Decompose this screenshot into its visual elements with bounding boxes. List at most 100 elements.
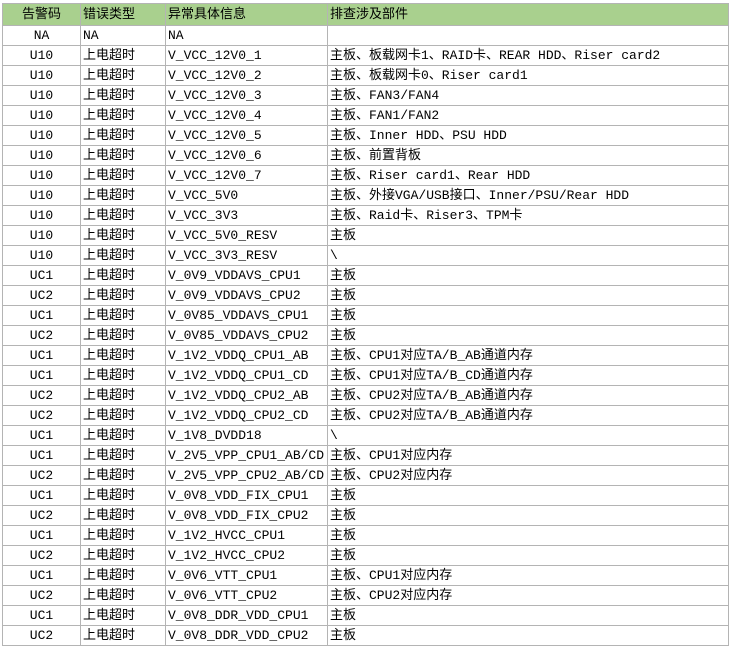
table-cell: UC2 <box>2 465 81 486</box>
table-row: U10 上电超时 V_VCC_5V0 主板、外接VGA/USB接口、Inner/PSU… <box>2 185 729 206</box>
table-row: UC1 上电超时 V_1V2_VDDQ_CPU1_AB 主板、CPU1对应TA/B_A… <box>2 345 729 366</box>
table-cell: UC2 <box>2 325 81 346</box>
table-row: UC1 上电超时 V_2V5_VPP_CPU1_AB/CD 主板、CPU1对应内存 <box>2 445 729 466</box>
table-cell: 上电超时 <box>80 445 166 466</box>
table-cell: UC2 <box>2 405 81 426</box>
table-cell: 主板、CPU1对应TA/B_AB通道内存 <box>327 345 729 366</box>
table-cell: UC2 <box>2 385 81 406</box>
table-cell: UC1 <box>2 605 81 626</box>
table-cell: 上电超时 <box>80 505 166 526</box>
table-cell: 主板、Raid卡、Riser3、TPM卡 <box>327 205 729 226</box>
table-row: UC1 上电超时 V_0V6_VTT_CPU1 主板、CPU1对应内存 <box>2 565 729 586</box>
table-cell: 主板、FAN1/FAN2 <box>327 105 729 126</box>
table-row: U10 上电超时 V_VCC_12V0_2 主板、板载网卡0、Riser card1 <box>2 65 729 86</box>
table-row: UC1 上电超时 V_0V8_VDD_FIX_CPU1 主板 <box>2 485 729 506</box>
table-cell: UC2 <box>2 505 81 526</box>
table-cell: 主板 <box>327 225 729 246</box>
table-cell: V_VCC_12V0_4 <box>165 105 328 126</box>
table-cell: 主板 <box>327 285 729 306</box>
table-cell: V_0V9_VDDAVS_CPU2 <box>165 285 328 306</box>
error-table: 告警码 错误类型 异常具体信息 排查涉及部件 NA NA NA U10 上电超时 V_VCC_1… <box>2 3 729 646</box>
table-cell: 上电超时 <box>80 625 166 646</box>
table-row: UC1 上电超时 V_1V2_HVCC_CPU1 主板 <box>2 525 729 546</box>
table-cell: U10 <box>2 45 81 66</box>
table-row: UC2 上电超时 V_0V8_VDD_FIX_CPU2 主板 <box>2 505 729 526</box>
table-cell: 主板、CPU1对应TA/B_CD通道内存 <box>327 365 729 386</box>
table-cell: UC2 <box>2 585 81 606</box>
table-cell: 上电超时 <box>80 205 166 226</box>
table-cell: 主板 <box>327 525 729 546</box>
table-cell: UC1 <box>2 425 81 446</box>
table-cell: V_0V85_VDDAVS_CPU1 <box>165 305 328 326</box>
table-cell: 上电超时 <box>80 365 166 386</box>
table-cell: 主板、外接VGA/USB接口、Inner/PSU/Rear HDD <box>327 185 729 206</box>
table-cell: 上电超时 <box>80 225 166 246</box>
table-cell: V_1V2_HVCC_CPU1 <box>165 525 328 546</box>
table-cell: 主板 <box>327 625 729 646</box>
header-cell: 告警码 <box>2 3 81 26</box>
table-cell: 上电超时 <box>80 285 166 306</box>
table-cell: V_0V85_VDDAVS_CPU2 <box>165 325 328 346</box>
table-row: UC2 上电超时 V_0V85_VDDAVS_CPU2 主板 <box>2 325 729 346</box>
table-cell: 上电超时 <box>80 405 166 426</box>
table-row: U10 上电超时 V_VCC_12V0_1 主板、板载网卡1、RAID卡、REAR H… <box>2 45 729 66</box>
table-row: UC1 上电超时 V_0V85_VDDAVS_CPU1 主板 <box>2 305 729 326</box>
table-row: U10 上电超时 V_VCC_12V0_6 主板、前置背板 <box>2 145 729 166</box>
table-cell: 上电超时 <box>80 85 166 106</box>
table-row: U10 上电超时 V_VCC_12V0_7 主板、Riser card1、Rear H… <box>2 165 729 186</box>
table-cell: UC2 <box>2 285 81 306</box>
table-cell: UC1 <box>2 305 81 326</box>
table-cell: V_1V8_DVDD18 <box>165 425 328 446</box>
table-cell: 主板 <box>327 325 729 346</box>
table-cell: 上电超时 <box>80 245 166 266</box>
table-cell: UC1 <box>2 265 81 286</box>
table-cell: U10 <box>2 125 81 146</box>
table-cell: 上电超时 <box>80 425 166 446</box>
table-cell: 主板 <box>327 505 729 526</box>
table-cell: V_VCC_12V0_5 <box>165 125 328 146</box>
table-cell: NA <box>80 25 166 46</box>
table-cell: \ <box>327 245 729 266</box>
table-cell: UC2 <box>2 625 81 646</box>
table-cell: 主板、CPU1对应内存 <box>327 445 729 466</box>
table-cell: 主板、前置背板 <box>327 145 729 166</box>
table-row: U10 上电超时 V_VCC_3V3_RESV \ <box>2 245 729 266</box>
table-cell: UC1 <box>2 445 81 466</box>
table-cell: U10 <box>2 245 81 266</box>
table-cell: 上电超时 <box>80 565 166 586</box>
table-cell: V_VCC_3V3_RESV <box>165 245 328 266</box>
table-row: UC1 上电超时 V_1V8_DVDD18 \ <box>2 425 729 446</box>
table-cell: 主板 <box>327 485 729 506</box>
table-row: NA NA NA <box>2 25 729 46</box>
table-cell: 主板 <box>327 265 729 286</box>
header-row: 告警码 错误类型 异常具体信息 排查涉及部件 <box>2 3 729 26</box>
table-cell: V_0V8_DDR_VDD_CPU1 <box>165 605 328 626</box>
table-cell: 上电超时 <box>80 265 166 286</box>
table-row: UC2 上电超时 V_0V9_VDDAVS_CPU2 主板 <box>2 285 729 306</box>
table-cell: 主板 <box>327 605 729 626</box>
table-cell: 主板、FAN3/FAN4 <box>327 85 729 106</box>
table-cell: 主板、CPU2对应TA/B_AB通道内存 <box>327 405 729 426</box>
table-cell: U10 <box>2 205 81 226</box>
table-row: UC2 上电超时 V_1V2_VDDQ_CPU2_CD 主板、CPU2对应TA/B_A… <box>2 405 729 426</box>
header-cell: 错误类型 <box>80 3 166 26</box>
table-cell: 上电超时 <box>80 105 166 126</box>
table-cell: 上电超时 <box>80 345 166 366</box>
table-cell: UC1 <box>2 365 81 386</box>
table-cell: U10 <box>2 225 81 246</box>
table-row: UC2 上电超时 V_0V6_VTT_CPU2 主板、CPU2对应内存 <box>2 585 729 606</box>
table-cell: 上电超时 <box>80 485 166 506</box>
table-cell: 上电超时 <box>80 65 166 86</box>
table-row: UC1 上电超时 V_1V2_VDDQ_CPU1_CD 主板、CPU1对应TA/B_C… <box>2 365 729 386</box>
table-cell: V_0V6_VTT_CPU1 <box>165 565 328 586</box>
table-cell: UC1 <box>2 485 81 506</box>
table-cell: 主板、CPU1对应内存 <box>327 565 729 586</box>
table-row: UC2 上电超时 V_1V2_HVCC_CPU2 主板 <box>2 545 729 566</box>
table-cell: 上电超时 <box>80 385 166 406</box>
table-cell: V_VCC_12V0_7 <box>165 165 328 186</box>
table-cell: V_VCC_12V0_2 <box>165 65 328 86</box>
table-cell: V_VCC_5V0_RESV <box>165 225 328 246</box>
table-cell: 上电超时 <box>80 325 166 346</box>
table-cell: 主板 <box>327 305 729 326</box>
table-cell: 上电超时 <box>80 305 166 326</box>
